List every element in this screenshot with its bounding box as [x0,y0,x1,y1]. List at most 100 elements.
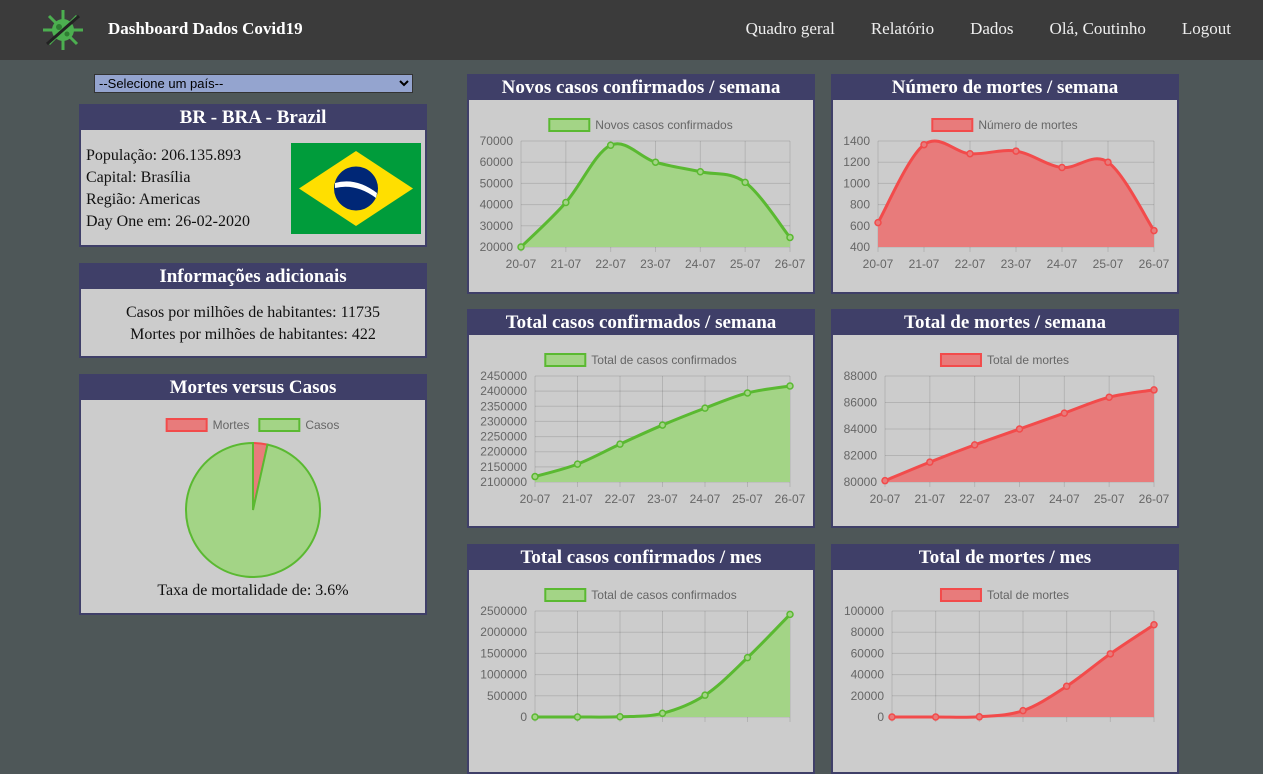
point [1012,147,1020,155]
point [1062,682,1071,691]
y-tick-label: 82000 [844,449,878,463]
card-title: Total de mortes / mes [833,546,1177,570]
legend-swatch [258,418,301,432]
area [878,140,1154,247]
point [743,653,752,662]
y-tick-label: 88000 [844,369,878,383]
legend-swatch [939,588,982,602]
card-title: Total casos confirmados / mes [469,546,813,570]
flag [291,143,421,234]
chart: Total de casos confirmados 0 500000 1000000… [480,588,794,724]
x-tick-label: 22-07 [959,492,990,506]
nav-link[interactable]: Logout [1181,19,1231,38]
chart: Total de mortes 80000 82000 84000 86000 88000… [844,353,1170,506]
point [966,149,974,158]
y-tick-label: 20000 [851,689,885,703]
y-tick-label: 60000 [480,155,514,169]
y-tick-label: 600 [850,219,870,233]
legend-label: Total de mortes [987,588,1069,602]
area [885,389,1154,482]
point [573,460,582,468]
x-tick-label: 21-07 [909,257,940,271]
y-tick-label: 84000 [844,422,878,436]
x-tick-label: 21-07 [562,492,593,506]
y-tick-label: 1200 [843,155,870,169]
info-line: Região: Americas [86,191,201,208]
pie-caption: Taxa de mortalidade de: 3.6% [157,582,348,599]
card-title: Número de mortes / semana [833,76,1177,100]
x-tick-label: 21-07 [550,257,581,271]
legend-label: Número de mortes [978,118,1077,132]
pie-slice [185,441,321,578]
chart: Número de mortes 400 600 800 1000 1200 1400 20-… [843,118,1170,271]
y-tick-label: 80000 [851,625,885,639]
info-card: Informações adicionais Casos por milhões… [79,263,427,358]
info-line: Casos por milhões de habitantes: 11735 [125,304,381,321]
chart: Total de casos confirmados 21000002150000… [480,353,806,506]
point [888,713,896,721]
chart-card: Total casos confirmados / mes Total de ca… [467,544,815,774]
y-tick-label: 100000 [844,604,884,618]
legend-swatch [548,118,591,132]
info-lines: Casos por milhões de habitantes: 11735 M… [81,302,425,346]
x-tick-label: 26-07 [1139,492,1170,506]
legend-label: Total de mortes [987,353,1069,367]
y-tick-label: 20000 [480,240,514,254]
legend-label: Casos [305,418,339,432]
x-tick-label: 22-07 [955,257,986,271]
point [606,141,615,149]
point [926,458,934,466]
point [874,218,882,227]
nav-link[interactable]: Quadro geral [745,19,835,38]
x-tick-label: 22-07 [605,492,636,506]
point [651,158,660,166]
y-tick-label: 500000 [487,689,527,703]
y-tick-label: 70000 [480,134,514,148]
x-tick-label: 22-07 [595,257,626,271]
point [616,440,624,448]
nav-link[interactable]: Olá, Coutinho [1049,19,1146,38]
x-tick-label: 23-07 [1004,492,1035,506]
nav-link[interactable]: Dados [970,19,1014,38]
point [741,178,749,187]
y-tick-label: 1000000 [480,668,527,682]
point [786,382,794,390]
x-tick-label: 26-07 [775,257,806,271]
info-line: Capital: Brasília [86,169,191,186]
x-tick-label: 25-07 [1094,492,1125,506]
nav-link[interactable]: Relatório [870,19,935,38]
point [975,713,984,721]
y-tick-label: 60000 [851,646,885,660]
y-tick-label: 40000 [480,198,514,212]
x-tick-label: 25-07 [1093,257,1124,271]
chart: Total de mortes 0 20000 40000 60000 80000 1000… [844,588,1158,724]
nav: Quadro geral Relatório Dados Olá, Coutin… [746,19,1231,39]
x-tick-label: 24-07 [1049,492,1080,506]
legend-swatch [165,418,208,432]
point [616,712,624,721]
brand-title: Dashboard Dados Covid19 [108,19,303,38]
point [658,709,667,718]
country-select[interactable]: --Selecione um país-- [94,74,413,93]
card-title: Informações adicionais [81,265,425,289]
y-tick-label: 2200000 [480,445,527,459]
chart-card: Total casos confirmados / semana Total de… [467,309,815,528]
country-info: População: 206.135.893 Capital: Brasília… [86,145,250,233]
x-tick-label: 20-07 [506,257,537,271]
x-tick-label: 20-07 [520,492,551,506]
x-tick-label: 25-07 [730,257,761,271]
y-tick-label: 2100000 [480,475,527,489]
point [970,441,979,449]
area [535,385,790,482]
point [920,140,928,149]
top-bar: Dashboard Dados Covid19 Quadro geral Rel… [0,0,1263,60]
x-tick-label: 24-07 [685,257,716,271]
legend-swatch [931,118,974,132]
point [786,233,794,242]
x-tick-label: 23-07 [640,257,671,271]
y-tick-label: 40000 [851,668,885,682]
card-title: Total casos confirmados / semana [469,311,813,335]
chart-card: Número de mortes / semana Número de morte… [831,74,1179,294]
